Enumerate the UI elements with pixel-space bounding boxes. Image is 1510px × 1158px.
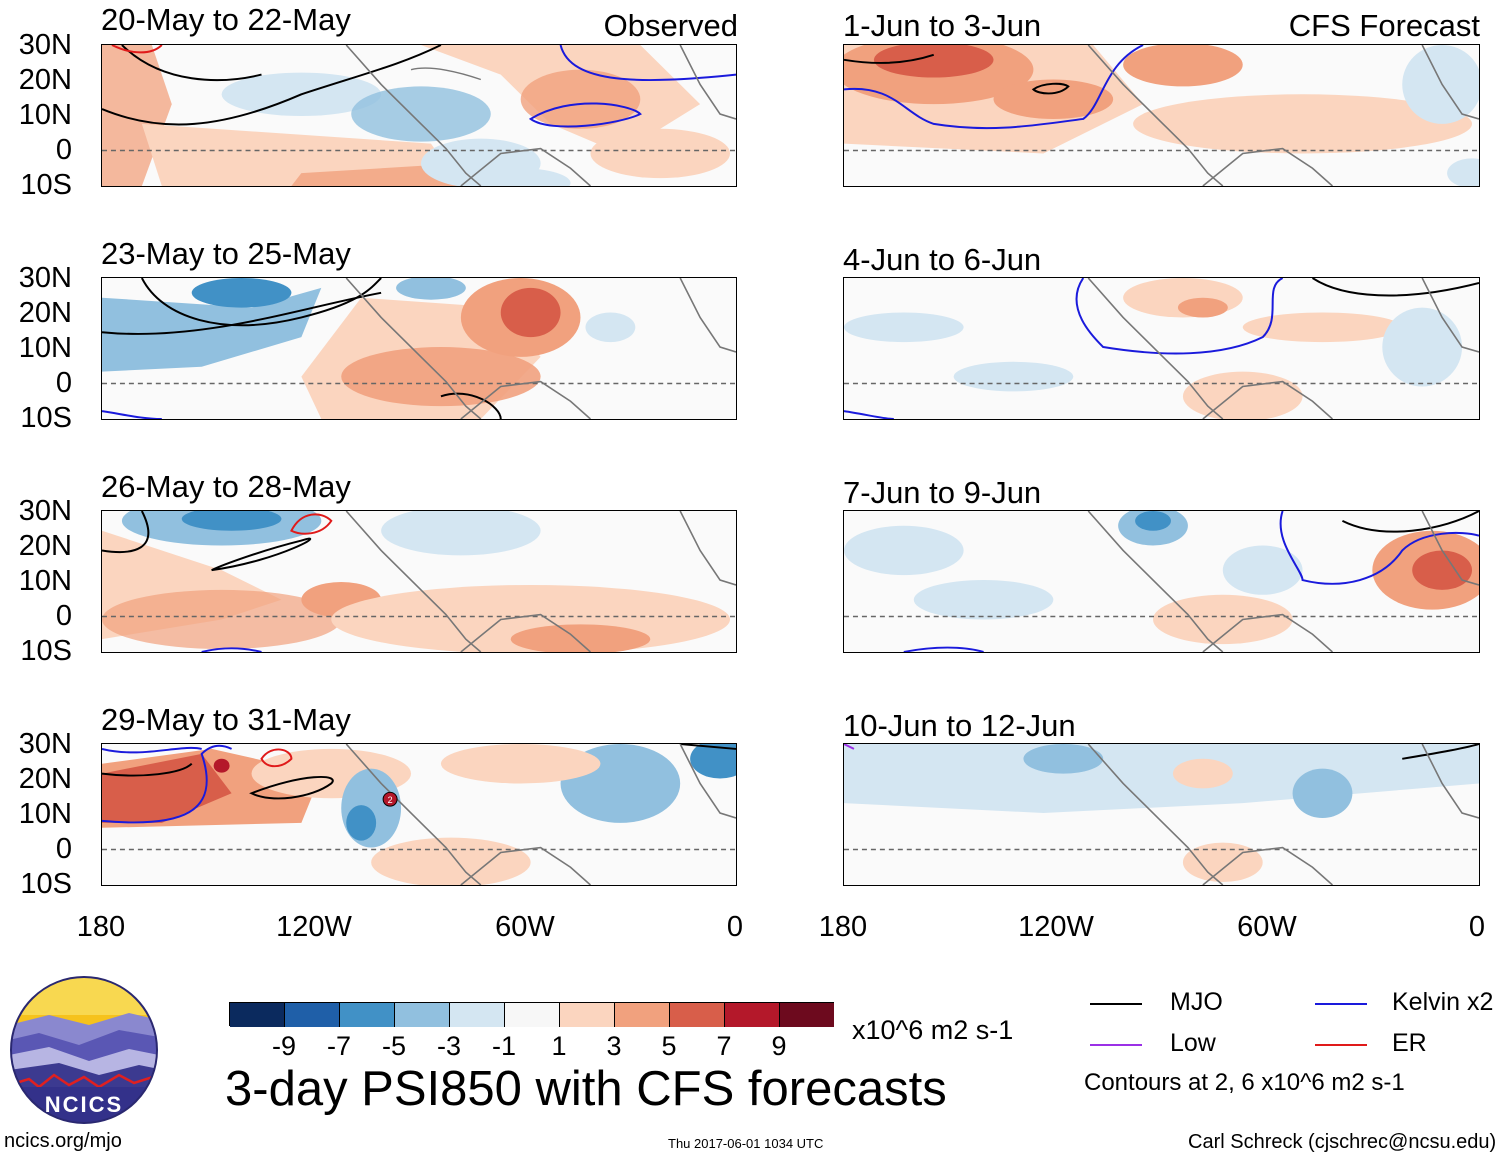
lat-label: 10S [20, 635, 72, 667]
footer-link[interactable]: ncics.org/mjo [4, 1130, 122, 1152]
colorbar-cell [230, 1003, 285, 1027]
panel-title: 26-May to 28-May [101, 469, 351, 504]
colorbar-tick: 5 [661, 1031, 677, 1061]
logo-text: NCICS [45, 1092, 123, 1117]
forecast-label: CFS Forecast [1288, 8, 1480, 43]
footer-author: Carl Schreck (cjschrec@ncsu.edu) [1188, 1131, 1497, 1153]
colorbar-cell [285, 1003, 340, 1027]
lat-label: 30N [18, 29, 72, 61]
colorbar-cell [560, 1003, 615, 1027]
lat-label: 0 [55, 600, 72, 632]
panel-title: 4-Jun to 6-Jun [843, 242, 1042, 277]
colorbar-tick: -9 [271, 1031, 296, 1061]
lat-label: 10S [20, 868, 72, 900]
colorbar-tick: 7 [716, 1031, 732, 1061]
lat-label: 20N [18, 763, 72, 795]
legend-label-er: ER [1392, 1029, 1427, 1057]
colorbar-tick: 3 [606, 1031, 622, 1061]
lat-label: 0 [55, 134, 72, 166]
lat-label: 30N [18, 262, 72, 294]
colorbar-tick: -1 [491, 1031, 516, 1061]
lat-label: 0 [55, 367, 72, 399]
colorbar-tick: 1 [551, 1031, 567, 1061]
legend-swatch-low [1090, 1044, 1142, 1046]
lat-label: 10S [20, 169, 72, 201]
lat-label: 20N [18, 530, 72, 562]
lat-label: 10N [18, 798, 72, 830]
lon-label: 120W [1018, 911, 1094, 943]
lon-label: 60W [1237, 911, 1297, 943]
colorbar-tick: -7 [326, 1031, 351, 1061]
legend-label-kelvin: Kelvin x2 [1392, 988, 1494, 1016]
lat-label: 10S [20, 402, 72, 434]
lat-label: 30N [18, 728, 72, 760]
colorbar-tick: -5 [381, 1031, 406, 1061]
storm-marker-label: 2 [388, 795, 393, 805]
map-panel [101, 510, 737, 653]
map-panel [101, 277, 737, 420]
legend-swatch-kelvin [1315, 1003, 1367, 1005]
panel-title: 23-May to 25-May [101, 236, 351, 271]
map-panel [843, 44, 1480, 187]
colorbar-cell [725, 1003, 780, 1027]
colorbar-cell [615, 1003, 670, 1027]
legend-note: Contours at 2, 6 x10^6 m2 s-1 [1084, 1069, 1405, 1096]
lon-label: 180 [818, 911, 868, 943]
lat-label: 30N [18, 495, 72, 527]
legend-swatch-mjo [1090, 1003, 1142, 1005]
map-panel [843, 743, 1480, 886]
lon-label: 0 [726, 911, 744, 943]
lat-label: 10N [18, 99, 72, 131]
legend-label-low: Low [1170, 1029, 1216, 1057]
panel-title: 1-Jun to 3-Jun [843, 8, 1042, 43]
lon-label: 60W [495, 911, 555, 943]
legend-label-mjo: MJO [1170, 988, 1223, 1016]
lat-label: 0 [55, 833, 72, 865]
lon-label: 120W [276, 911, 352, 943]
map-panel: 2 [101, 743, 737, 886]
panel-title: 7-Jun to 9-Jun [843, 475, 1042, 510]
colorbar-cell [780, 1003, 834, 1027]
panel-title: 10-Jun to 12-Jun [843, 708, 1076, 743]
colorbar-cell [505, 1003, 560, 1027]
legend-swatch-er [1315, 1044, 1367, 1046]
panel-title: 29-May to 31-May [101, 702, 351, 737]
panel-title: 20-May to 22-May [101, 2, 351, 37]
colorbar-tick: -3 [436, 1031, 461, 1061]
colorbar-cell [450, 1003, 505, 1027]
map-panel [843, 277, 1480, 420]
colorbar-cell [340, 1003, 395, 1027]
ncics-logo: NCICS [9, 975, 159, 1125]
colorbar-tick: 9 [771, 1031, 787, 1061]
lat-label: 10N [18, 332, 72, 364]
colorbar-units: x10^6 m2 s-1 [852, 1015, 1014, 1045]
lon-label: 180 [76, 911, 126, 943]
colorbar-cell [395, 1003, 450, 1027]
map-panel [843, 510, 1480, 653]
footer-timestamp: Thu 2017-06-01 1034 UTC [668, 1136, 824, 1151]
colorbar-cell [670, 1003, 725, 1027]
main-title: 3-day PSI850 with CFS forecasts [225, 1062, 947, 1116]
map-panel [101, 44, 737, 187]
colorbar [229, 1002, 834, 1027]
storm-marker [382, 791, 398, 807]
lon-label: 0 [1468, 911, 1486, 943]
lat-label: 10N [18, 565, 72, 597]
observed-label: Observed [603, 8, 738, 43]
lat-label: 20N [18, 64, 72, 96]
lat-label: 20N [18, 297, 72, 329]
